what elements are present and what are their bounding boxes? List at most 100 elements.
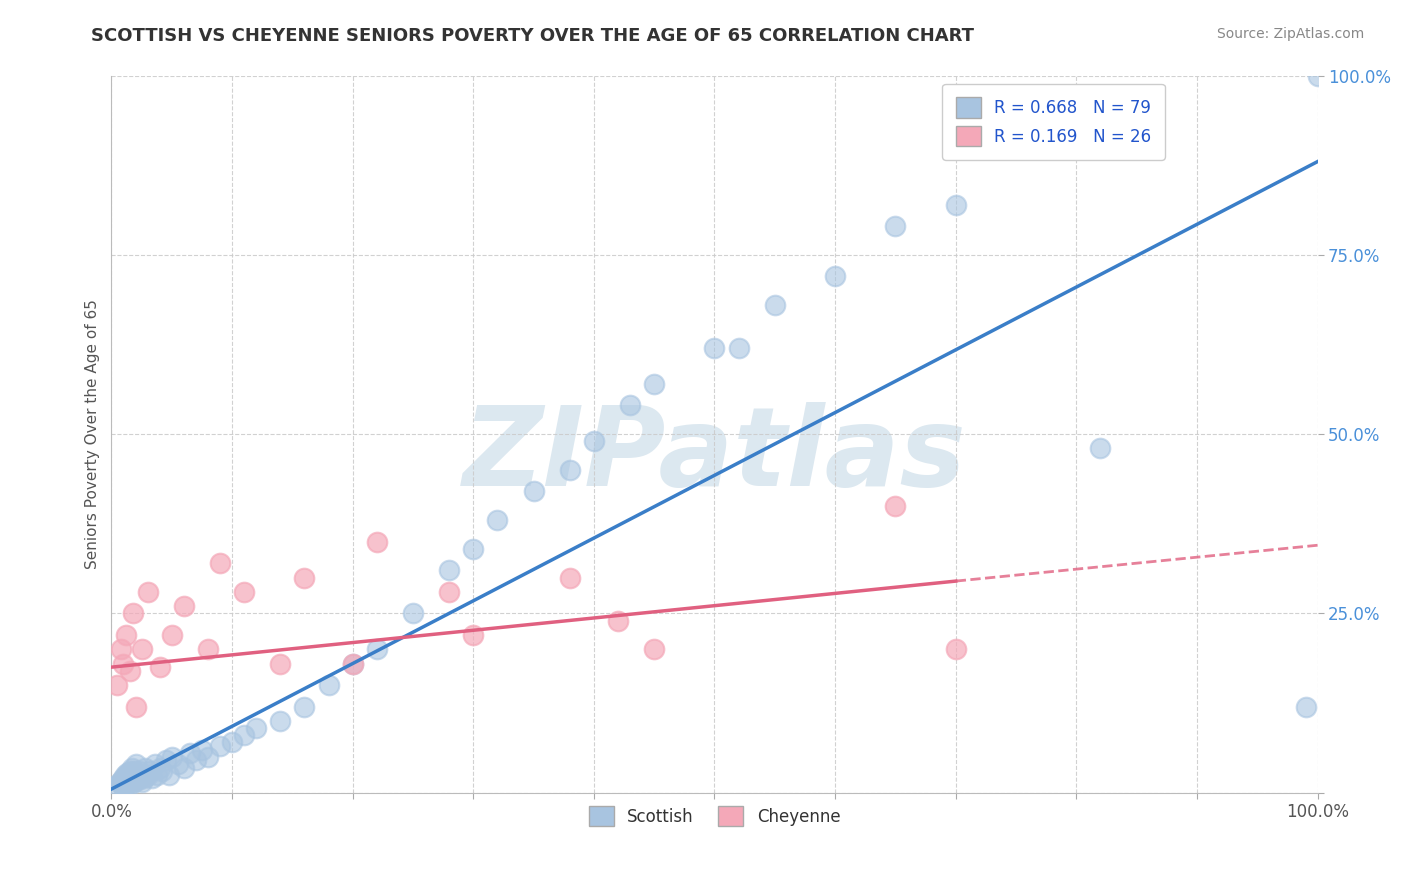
Point [125, 768, 148, 782]
Point [122, 770, 145, 784]
Point [131, 642, 153, 657]
Point [132, 772, 155, 786]
Point [522, 484, 544, 499]
Point [884, 219, 907, 233]
Point [197, 642, 219, 657]
Point [208, 556, 231, 570]
Point [245, 721, 267, 735]
Point [179, 746, 201, 760]
Point [108, 775, 131, 789]
Text: ZIPatlas: ZIPatlas [463, 402, 966, 509]
Point [221, 735, 243, 749]
Point [342, 657, 364, 671]
Point [115, 779, 138, 793]
Point [1090, 442, 1112, 456]
Point [884, 499, 907, 513]
Point [115, 765, 138, 780]
Point [184, 753, 207, 767]
Text: Source: ZipAtlas.com: Source: ZipAtlas.com [1216, 27, 1364, 41]
Point [292, 570, 315, 584]
Point [124, 764, 146, 779]
Point [118, 779, 141, 793]
Point [128, 764, 150, 779]
Point [115, 628, 138, 642]
Point [558, 570, 581, 584]
Point [945, 642, 967, 657]
Point [132, 768, 155, 782]
Point [1295, 699, 1317, 714]
Point [643, 376, 665, 391]
Point [118, 768, 141, 782]
Point [208, 739, 231, 753]
Point [120, 775, 142, 789]
Point [141, 772, 163, 786]
Point [233, 728, 256, 742]
Point [402, 607, 425, 621]
Point [607, 614, 630, 628]
Point [703, 341, 725, 355]
Point [1306, 69, 1329, 83]
Point [366, 534, 388, 549]
Text: SCOTTISH VS CHEYENNE SENIORS POVERTY OVER THE AGE OF 65 CORRELATION CHART: SCOTTISH VS CHEYENNE SENIORS POVERTY OVE… [91, 27, 974, 45]
Point [166, 756, 188, 771]
Point [486, 513, 509, 527]
Point [269, 657, 291, 671]
Point [117, 772, 139, 786]
Point [107, 678, 129, 692]
Point [763, 298, 786, 312]
Point [136, 768, 159, 782]
Point [118, 664, 141, 678]
Point [127, 772, 149, 787]
Point [437, 563, 460, 577]
Point [269, 714, 291, 728]
Point [115, 772, 138, 787]
Point [112, 657, 135, 671]
Y-axis label: Seniors Poverty Over the Age of 65: Seniors Poverty Over the Age of 65 [86, 299, 100, 569]
Point [131, 775, 153, 789]
Point [124, 756, 146, 771]
Point [117, 775, 139, 789]
Point [110, 777, 132, 791]
Point [143, 756, 166, 771]
Point [114, 775, 136, 789]
Point [643, 642, 665, 657]
Point [292, 699, 315, 714]
Point [463, 541, 485, 556]
Point [122, 607, 145, 621]
Point [124, 772, 146, 786]
Point [136, 585, 159, 599]
Point [115, 770, 138, 784]
Point [233, 585, 256, 599]
Point [582, 434, 605, 449]
Point [318, 678, 340, 692]
Point [111, 772, 134, 787]
Point [824, 269, 846, 284]
Point [112, 772, 135, 786]
Point [160, 628, 183, 642]
Point [157, 768, 180, 782]
Point [112, 777, 135, 791]
Point [173, 599, 195, 614]
Point [197, 749, 219, 764]
Point [437, 585, 460, 599]
Point [945, 197, 967, 211]
Point [121, 768, 143, 782]
Point [160, 749, 183, 764]
Point [110, 642, 132, 657]
Point [120, 772, 142, 786]
Point [118, 764, 141, 779]
Point [366, 642, 388, 657]
Point [619, 398, 641, 412]
Point [150, 764, 173, 779]
Point [124, 699, 146, 714]
Point [173, 760, 195, 774]
Point [149, 660, 172, 674]
Point [121, 760, 143, 774]
Point [558, 463, 581, 477]
Point [124, 775, 146, 789]
Point [107, 779, 129, 793]
Point [191, 742, 214, 756]
Point [114, 768, 136, 782]
Point [155, 753, 177, 767]
Point [129, 770, 152, 784]
